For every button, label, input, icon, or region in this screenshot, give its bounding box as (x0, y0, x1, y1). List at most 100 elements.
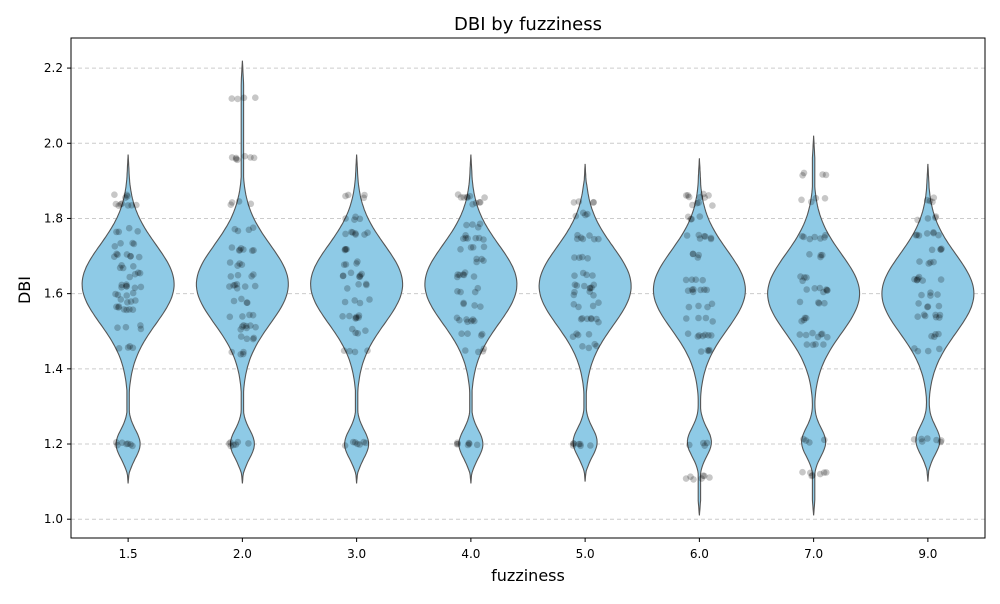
data-point (911, 276, 918, 283)
data-point (237, 351, 244, 358)
data-point (704, 347, 711, 354)
data-point (707, 234, 715, 242)
data-point (924, 435, 931, 442)
data-point (688, 286, 696, 294)
data-point (357, 272, 364, 279)
data-point (362, 280, 370, 288)
data-point (243, 324, 250, 332)
data-point (574, 231, 581, 239)
data-point (249, 224, 257, 231)
data-point (695, 199, 702, 206)
data-point (701, 232, 708, 240)
data-point (361, 231, 368, 238)
data-point (117, 240, 124, 247)
data-point (341, 298, 349, 306)
data-point (704, 303, 711, 311)
data-point (127, 298, 135, 305)
data-point (821, 299, 828, 307)
violin-7.0 (767, 135, 861, 516)
data-point (701, 442, 708, 450)
data-point (683, 232, 691, 239)
data-point (574, 331, 582, 339)
data-point (684, 192, 692, 199)
plot-frame (70, 37, 986, 539)
data-point (243, 335, 251, 343)
data-point (586, 285, 594, 292)
data-point (469, 201, 476, 208)
data-point (462, 234, 470, 242)
y-tick-label: 1.8 (44, 211, 63, 225)
data-point (479, 348, 487, 355)
data-point (114, 441, 121, 449)
data-point (809, 472, 816, 479)
data-point (468, 317, 475, 325)
data-point (118, 439, 126, 447)
data-point (802, 331, 810, 339)
data-point (817, 251, 825, 259)
data-point (579, 343, 586, 350)
data-point (342, 230, 349, 238)
data-point (118, 262, 125, 269)
data-point (573, 235, 581, 243)
data-point (115, 228, 123, 236)
data-point (250, 334, 258, 342)
data-point (695, 231, 703, 239)
data-point (590, 281, 598, 289)
data-point (125, 224, 133, 232)
data-point (124, 344, 132, 351)
data-point (240, 322, 247, 329)
data-point (470, 273, 478, 280)
data-point (706, 346, 713, 354)
data-point (364, 229, 371, 236)
y-tick-label: 2.2 (44, 61, 63, 75)
data-point (120, 306, 128, 313)
data-point (930, 229, 937, 236)
data-point (112, 200, 120, 208)
data-point (471, 302, 478, 309)
data-point (583, 315, 591, 323)
data-point (683, 315, 690, 322)
data-point (823, 287, 831, 294)
data-point (818, 330, 826, 338)
data-point (800, 435, 807, 443)
data-point (932, 313, 940, 321)
data-point (362, 327, 369, 335)
x-tick-label: 9.0 (918, 547, 937, 561)
data-point (248, 247, 256, 254)
data-point (463, 221, 470, 229)
data-point (927, 259, 934, 266)
data-point (231, 225, 239, 233)
data-point (709, 318, 716, 325)
data-point (239, 313, 246, 320)
data-point (937, 438, 945, 446)
data-point (460, 300, 467, 308)
data-point (228, 244, 236, 251)
data-point (800, 233, 807, 241)
data-point (113, 228, 120, 236)
data-point (696, 213, 704, 220)
data-point (913, 276, 921, 284)
data-point (114, 251, 121, 258)
data-point (340, 261, 348, 269)
data-point (342, 215, 349, 222)
data-point (569, 333, 577, 341)
data-point (798, 196, 805, 204)
violin-4.0 (424, 154, 518, 484)
data-point (238, 295, 245, 303)
x-axis-label: fuzziness (491, 566, 565, 585)
data-point (237, 333, 245, 340)
data-point (706, 474, 713, 481)
data-point (703, 286, 711, 294)
x-tick-label: 2.0 (233, 547, 252, 561)
data-point (355, 314, 362, 321)
data-point (924, 347, 932, 355)
data-point (111, 243, 119, 250)
data-point (240, 348, 247, 356)
data-point (462, 232, 469, 239)
data-point (234, 227, 242, 235)
data-point (573, 330, 580, 338)
data-point (360, 194, 368, 202)
data-point (696, 235, 704, 242)
data-point (354, 258, 361, 265)
data-point (571, 272, 578, 280)
